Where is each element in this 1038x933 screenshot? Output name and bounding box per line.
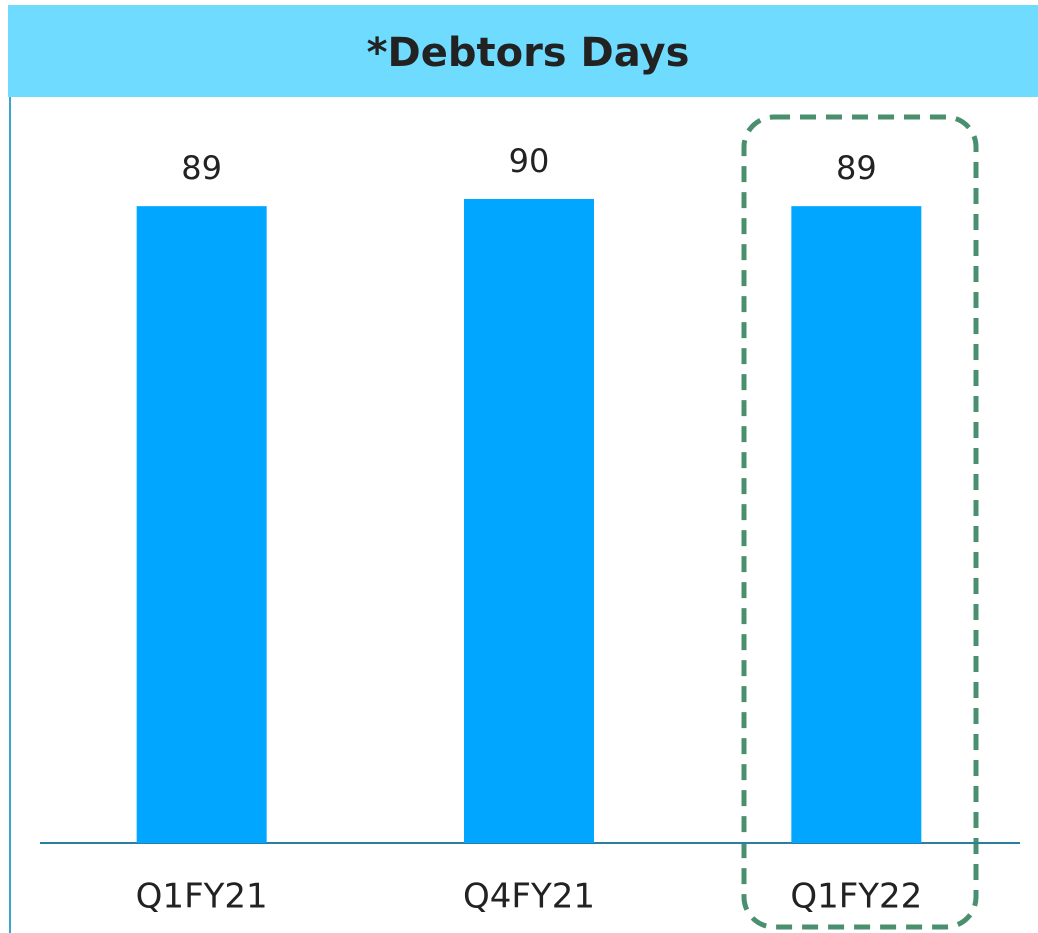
x-tick-label: Q4FY21 [463, 877, 595, 917]
value-label: 89 [836, 149, 877, 187]
x-tick-label: Q1FY22 [790, 877, 922, 917]
x-tick-label: Q1FY21 [136, 877, 268, 917]
bar [136, 206, 267, 844]
value-label: 90 [509, 142, 550, 180]
highlight-box [741, 114, 979, 930]
value-label: 89 [181, 149, 222, 187]
bar [464, 199, 594, 843]
bar [791, 206, 922, 844]
chart-title: *Debtors Days [367, 30, 690, 76]
header-band [8, 5, 1038, 97]
